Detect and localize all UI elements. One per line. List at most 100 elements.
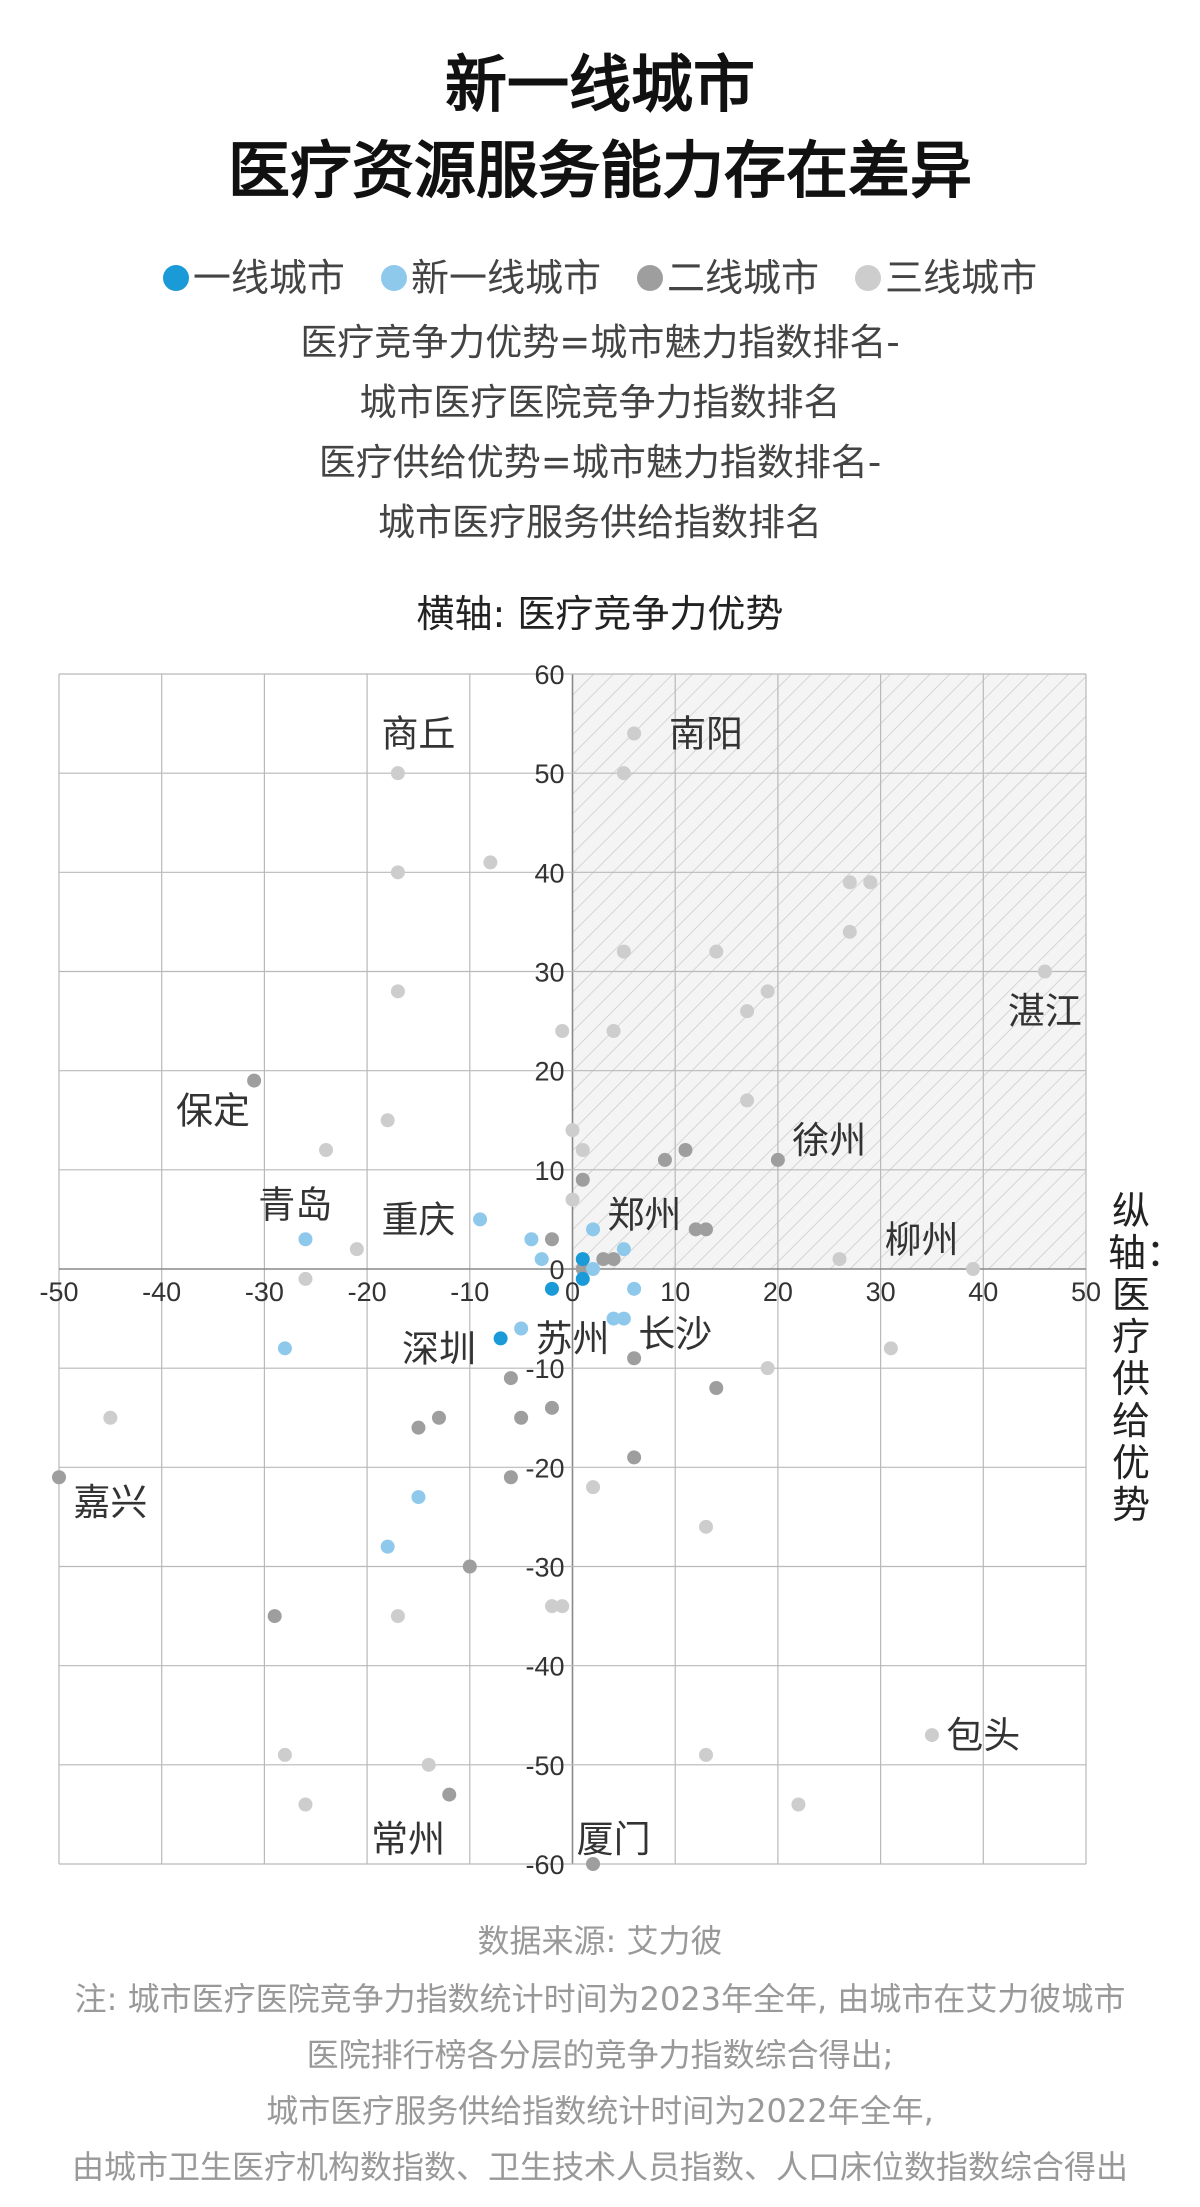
data-point (565, 1192, 580, 1207)
data-point (657, 1152, 672, 1167)
data-point (627, 1450, 642, 1465)
legend-label-new-tier1: 新一线城市 (410, 256, 601, 300)
city-label: 南阳 (669, 713, 743, 756)
data-point (411, 1490, 426, 1505)
y-tick-label: -50 (525, 1751, 564, 1781)
city-label: 厦门 (577, 1818, 651, 1861)
city-label: 徐州 (792, 1119, 866, 1162)
data-point (606, 1311, 621, 1326)
x-tick-label: -20 (348, 1277, 387, 1307)
footer-note-2: 医院排行榜各分层的竞争力指数综合得出; (306, 2036, 894, 2074)
data-point (616, 1242, 631, 1257)
data-point (514, 1410, 529, 1425)
data-point (247, 1073, 262, 1088)
data-point (842, 875, 857, 890)
data-point (544, 1400, 559, 1415)
data-point (627, 1281, 642, 1296)
formula-line-2: 城市医疗医院竞争力指数排名 (359, 381, 841, 424)
data-point (606, 1252, 621, 1267)
x-tick-label: 20 (763, 1277, 793, 1307)
data-point (277, 1341, 292, 1356)
legend-item-tier2: 二线城市 (637, 247, 819, 302)
data-point (575, 1172, 590, 1187)
legend-label-tier1: 一线城市 (192, 256, 345, 300)
data-point (586, 1480, 601, 1495)
y-tick-label: 20 (534, 1057, 564, 1087)
city-label: 保定 (176, 1089, 250, 1132)
data-point (1037, 964, 1052, 979)
city-label: 柳州 (885, 1218, 959, 1261)
data-point (616, 1311, 631, 1326)
data-point (740, 1093, 755, 1108)
data-point (699, 1747, 714, 1762)
legend-dot-tier1 (162, 264, 189, 291)
data-point (740, 1004, 755, 1019)
y-tick-label: 0 (549, 1255, 564, 1285)
data-point (544, 1599, 559, 1614)
data-point (699, 1519, 714, 1534)
data-point (534, 1252, 549, 1267)
x-tick-label: -40 (142, 1277, 181, 1307)
data-point (421, 1757, 436, 1772)
legend: 一线城市 新一线城市 二线城市 三线城市 (0, 247, 1200, 302)
data-point (575, 1252, 590, 1267)
tick-labels: -50 -40 -30 -20 -10 0 10 20 30 40 50 60 50 40 30 20 10 0 -… (39, 660, 1101, 1880)
data-point (380, 1113, 395, 1128)
data-point (627, 726, 642, 741)
city-label: 长沙 (638, 1312, 712, 1355)
data-point (380, 1539, 395, 1554)
legend-item-tier3: 三线城市 (855, 247, 1037, 302)
city-label: 青岛 (258, 1184, 332, 1227)
city-label: 湛江 (1008, 990, 1082, 1033)
footer-note-1: 注: 城市医疗医院竞争力指数统计时间为2023年全年, 由城市在艾力彼城市 (74, 1980, 1126, 2018)
data-point (760, 984, 775, 999)
data-point (555, 1024, 570, 1038)
data-point (514, 1321, 529, 1336)
chart-title-line2: 医疗资源服务能力存在差异 (227, 134, 972, 207)
data-point (473, 1212, 488, 1227)
data-point (298, 1232, 313, 1247)
data-point (390, 984, 405, 999)
data-point (863, 875, 878, 890)
data-point (390, 1609, 405, 1624)
x-tick-label: 0 (565, 1277, 580, 1307)
data-point (483, 855, 498, 870)
data-point (883, 1341, 898, 1356)
city-label: 苏州 (536, 1317, 610, 1360)
data-point (596, 1252, 611, 1267)
data-point (575, 1143, 590, 1157)
data-point (924, 1728, 939, 1743)
data-point (411, 1420, 426, 1435)
data-point (390, 766, 405, 781)
y-tick-label: -60 (525, 1850, 564, 1880)
data-point (832, 1252, 847, 1267)
data-point (555, 1599, 570, 1614)
x-tick-label: -10 (450, 1277, 489, 1307)
data-point (699, 1222, 714, 1237)
legend-label-tier2: 二线城市 (667, 256, 820, 300)
data-point (586, 1857, 601, 1871)
y-tick-label: 50 (534, 759, 564, 789)
data-point (503, 1470, 518, 1485)
data-points (52, 726, 1052, 1871)
data-point (277, 1747, 292, 1762)
data-point (267, 1609, 282, 1624)
data-point (544, 1232, 559, 1247)
y-tick-label: 10 (534, 1156, 564, 1186)
footer-note-4: 由城市卫生医疗机构数指数、卫生技术人员指数、人口床位数指数综合得出 (71, 2148, 1128, 2186)
data-point (442, 1787, 457, 1802)
data-point (524, 1232, 539, 1247)
data-point (575, 1262, 590, 1276)
y-axis-title: 纵轴：医疗供给优势 (1108, 1189, 1185, 1527)
city-label: 常州 (371, 1818, 445, 1861)
footer-source: 数据来源: 艾力彼 (477, 1922, 723, 1960)
data-point (627, 1351, 642, 1366)
x-tick-label: -50 (39, 1277, 78, 1307)
data-point (616, 766, 631, 781)
data-point (688, 1222, 703, 1237)
data-point (431, 1410, 446, 1425)
legend-label-tier3: 三线城市 (885, 256, 1038, 300)
data-point (606, 1024, 621, 1038)
city-label: 郑州 (607, 1193, 681, 1236)
